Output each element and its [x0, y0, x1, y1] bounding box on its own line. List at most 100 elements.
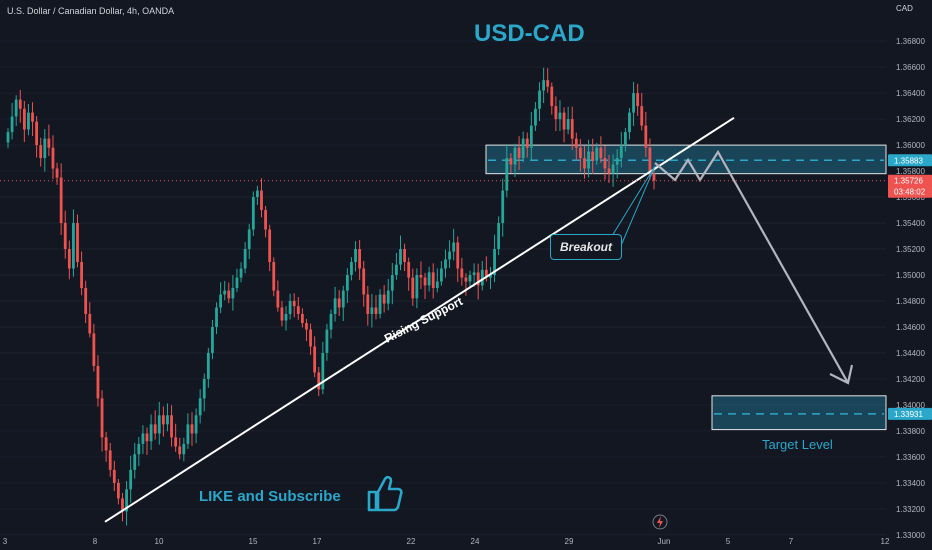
candle-body	[456, 242, 460, 269]
candle-body	[76, 223, 79, 263]
candle-body	[603, 158, 607, 169]
candle-body	[505, 158, 509, 191]
price-tick-label: 1.33000	[896, 531, 925, 540]
candle-body	[345, 275, 349, 291]
candle-body	[399, 249, 402, 265]
candle-body	[374, 307, 378, 314]
resistance-price-tag-bg	[888, 154, 932, 167]
candle-body	[206, 352, 210, 379]
countdown-tag: 03:48:02	[894, 188, 926, 197]
time-axis[interactable]: 3 8 10 15 17 22 24 29 Jun 5 7 12	[3, 514, 890, 546]
candle-body	[215, 307, 218, 327]
candle-body	[219, 294, 223, 308]
zones	[485, 144, 887, 431]
candle-body	[170, 415, 173, 438]
candle-body	[632, 93, 635, 113]
candle-body	[202, 378, 206, 399]
price-tick-label: 1.36800	[896, 37, 925, 46]
candle-body	[534, 108, 537, 126]
candle-body	[570, 119, 574, 139]
candle-body	[18, 99, 22, 109]
price-tick-label: 1.34000	[896, 401, 925, 410]
candle-body	[198, 398, 202, 416]
candle-body	[260, 190, 263, 211]
candle-body	[493, 249, 496, 275]
candle-body	[80, 262, 83, 288]
price-tick-label: 1.33600	[896, 453, 925, 462]
candle-body	[476, 272, 480, 286]
candle-body	[141, 433, 145, 444]
candle-body	[431, 272, 435, 288]
candle-body	[137, 443, 141, 455]
lightning-icon	[652, 514, 668, 530]
candle-body	[31, 112, 34, 122]
candle-body	[566, 119, 570, 130]
target-price-tag-bg	[888, 407, 932, 420]
countdown-tag-bg	[888, 185, 932, 198]
price-tick-label: 1.34400	[896, 349, 925, 358]
price-tick-label: 1.36600	[896, 63, 925, 72]
candle-body	[550, 86, 554, 107]
rising-support-label: Rising Support	[382, 294, 465, 346]
candle-body	[468, 275, 472, 282]
candle-body	[88, 313, 92, 334]
candle-body	[538, 90, 541, 109]
thumbs-up-icon	[365, 474, 403, 519]
like-subscribe-text: LIKE and Subscribe	[199, 488, 341, 505]
time-tick-label: 12	[881, 537, 890, 546]
target-price-tag: 1.33931	[894, 410, 923, 419]
candle-body	[84, 287, 88, 314]
candle-body	[579, 147, 582, 159]
candle-body	[190, 424, 194, 434]
candle-body	[292, 300, 296, 307]
candle-body	[350, 262, 353, 275]
candle-body	[636, 93, 640, 107]
resistance-price-tag: 1.35883	[894, 156, 923, 165]
candle-body	[133, 454, 137, 470]
candle-body	[276, 290, 280, 308]
candle-body	[309, 329, 312, 347]
candle-body	[378, 294, 382, 314]
candle-body	[104, 437, 108, 451]
candle-body	[96, 365, 100, 399]
candles	[6, 67, 656, 526]
symbol-header: U.S. Dollar / Canadian Dollar, 4h, OANDA	[7, 6, 175, 16]
projection-arrowhead	[829, 364, 854, 385]
candle-body	[108, 450, 112, 470]
candle-body	[529, 125, 533, 148]
candle-body	[562, 112, 566, 130]
price-axis[interactable]: 1.33000 1.33200 1.33400 1.33600 1.33800 1.340…	[888, 37, 932, 540]
candle-body	[444, 259, 447, 269]
grid	[0, 40, 886, 536]
candle-body	[501, 190, 505, 224]
candle-body	[43, 138, 47, 159]
candle-body	[223, 290, 227, 295]
current-price-tag: 1.35726	[894, 177, 923, 186]
candle-body	[513, 147, 517, 165]
chart-title: USD-CAD	[474, 20, 585, 47]
candle-body	[55, 168, 59, 178]
candle-body	[574, 138, 578, 148]
candle-body	[423, 277, 427, 286]
price-tick-label: 1.35200	[896, 245, 925, 254]
time-tick-label: 3	[3, 537, 8, 546]
candle-body	[227, 290, 231, 299]
time-tick-label: Jun	[658, 537, 671, 546]
candle-body	[239, 268, 243, 278]
candle-body	[362, 268, 366, 295]
price-tick-label: 1.35400	[896, 219, 925, 228]
candle-body	[615, 158, 619, 165]
price-tick-label: 1.33800	[896, 427, 925, 436]
candle-body	[591, 151, 595, 161]
candle-body	[153, 424, 157, 434]
time-tick-label: 8	[93, 537, 98, 546]
candle-body	[211, 326, 214, 353]
rising-support-line	[104, 116, 735, 523]
candle-body	[194, 415, 198, 434]
candle-body	[129, 469, 133, 490]
candle-body	[464, 277, 468, 282]
candle-body	[63, 223, 67, 250]
time-tick-label: 5	[726, 537, 731, 546]
time-tick-label: 29	[565, 537, 574, 546]
